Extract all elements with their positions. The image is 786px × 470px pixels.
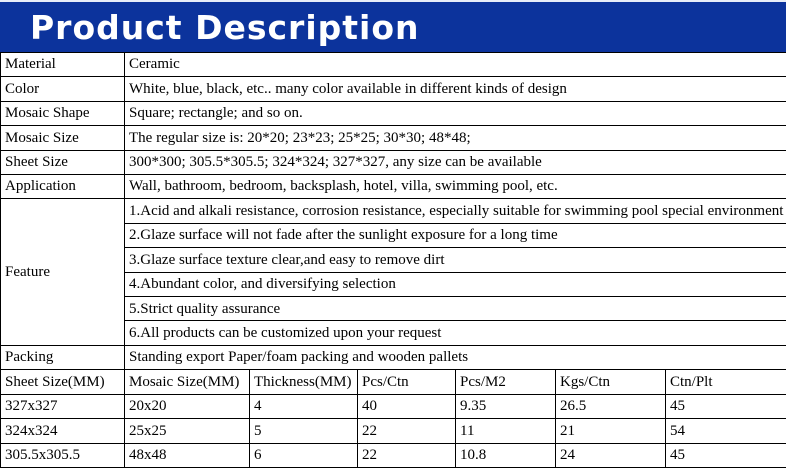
feature-item: 2.Glaze surface will not fade after the … <box>124 222 786 249</box>
detail-value: The regular size is: 20*20; 23*23; 25*25… <box>124 125 786 151</box>
spec-header: Sheet Size(MM) <box>0 369 125 395</box>
spec-header: Pcs/Ctn <box>357 369 456 395</box>
detail-label: Color <box>0 76 125 102</box>
spec-cell: 6 <box>249 442 358 468</box>
feature-item: 4.Abundant color, and diversifying selec… <box>124 271 786 298</box>
spec-data-row: 327x327 20x20 4 40 9.35 26.5 45 <box>0 393 786 420</box>
spec-cell: 324x324 <box>0 418 125 444</box>
product-description-banner: Product Description <box>0 0 786 52</box>
detail-row-sheet-size: Sheet Size 300*300; 305.5*305.5; 324*324… <box>0 149 786 176</box>
detail-row-material: Material Ceramic <box>0 51 786 78</box>
spec-cell: 26.5 <box>555 393 666 420</box>
feature-row-2: 2.Glaze surface will not fade after the … <box>1 222 786 249</box>
detail-value: Standing export Paper/foam packing and w… <box>124 344 786 371</box>
spec-header: Ctn/Plt <box>665 369 786 395</box>
spec-header: Kgs/Ctn <box>555 369 666 395</box>
feature-row-1: Feature 1.Acid and alkali resistance, co… <box>0 198 786 346</box>
detail-label: Mosaic Size <box>0 125 125 151</box>
spec-cell: 40 <box>357 393 456 420</box>
feature-row-3: 3.Glaze surface texture clear,and easy t… <box>1 247 786 273</box>
spec-header: Mosaic Size(MM) <box>124 369 250 395</box>
spec-data-row: 324x324 25x25 5 22 11 21 54 <box>0 418 786 444</box>
feature-label: Feature <box>0 198 125 346</box>
spec-header: Pcs/M2 <box>455 369 556 395</box>
spec-data-row: 305.5x305.5 48x48 6 22 10.8 24 45 <box>0 442 786 468</box>
detail-label: Mosaic Shape <box>0 100 125 127</box>
spec-cell: 21 <box>555 418 666 444</box>
spec-header: Thickness(MM) <box>249 369 358 395</box>
spec-cell: 305.5x305.5 <box>0 442 125 468</box>
detail-value: Ceramic <box>124 51 786 78</box>
product-description-table: Material Ceramic Color White, blue, blac… <box>0 51 786 468</box>
detail-row-packing: Packing Standing export Paper/foam packi… <box>0 344 786 371</box>
spec-cell: 4 <box>249 393 358 420</box>
spec-cell: 45 <box>665 442 786 468</box>
banner-title: Product Description <box>30 7 420 47</box>
spec-cell: 10.8 <box>455 442 556 468</box>
detail-value: Wall, bathroom, bedroom, backsplash, hot… <box>124 174 786 200</box>
spec-cell: 24 <box>555 442 666 468</box>
spec-cell: 22 <box>357 442 456 468</box>
detail-label: Packing <box>0 344 125 371</box>
detail-value: Square; rectangle; and so on. <box>124 100 786 127</box>
feature-row-5: 5.Strict quality assurance <box>1 296 786 322</box>
detail-value: 300*300; 305.5*305.5; 324*324; 327*327, … <box>124 149 786 176</box>
feature-item: 5.Strict quality assurance <box>124 296 786 322</box>
detail-label: Application <box>0 174 125 200</box>
detail-value: White, blue, black, etc.. many color ava… <box>124 76 786 102</box>
feature-item: 1.Acid and alkali resistance, corrosion … <box>124 198 786 224</box>
spec-cell: 25x25 <box>124 418 250 444</box>
detail-label: Sheet Size <box>0 149 125 176</box>
spec-header-row: Sheet Size(MM) Mosaic Size(MM) Thickness… <box>0 369 786 395</box>
detail-row-mosaic-shape: Mosaic Shape Square; rectangle; and so o… <box>0 100 786 127</box>
detail-row-mosaic-size: Mosaic Size The regular size is: 20*20; … <box>0 125 786 151</box>
spec-cell: 5 <box>249 418 358 444</box>
spec-cell: 20x20 <box>124 393 250 420</box>
spec-cell: 54 <box>665 418 786 444</box>
spec-cell: 11 <box>455 418 556 444</box>
spec-cell: 9.35 <box>455 393 556 420</box>
spec-cell: 22 <box>357 418 456 444</box>
feature-item: 3.Glaze surface texture clear,and easy t… <box>124 247 786 273</box>
spec-cell: 327x327 <box>0 393 125 420</box>
detail-row-application: Application Wall, bathroom, bedroom, bac… <box>0 174 786 200</box>
spec-cell: 45 <box>665 393 786 420</box>
detail-row-color: Color White, blue, black, etc.. many col… <box>0 76 786 102</box>
detail-label: Material <box>0 51 125 78</box>
feature-item: 6.All products can be customized upon yo… <box>124 320 786 346</box>
spec-cell: 48x48 <box>124 442 250 468</box>
